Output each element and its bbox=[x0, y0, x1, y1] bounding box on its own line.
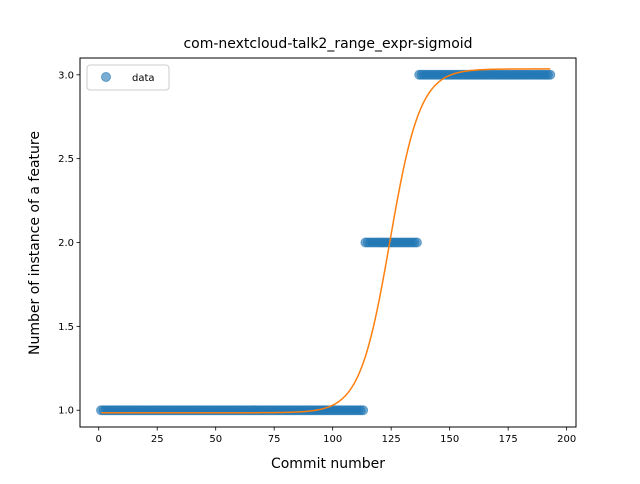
x-tick-label: 75 bbox=[268, 434, 281, 445]
x-tick-label: 125 bbox=[382, 434, 401, 445]
x-tick-label: 175 bbox=[499, 434, 518, 445]
data-point bbox=[411, 237, 422, 248]
legend-marker-data bbox=[101, 72, 111, 82]
y-tick-label: 1.0 bbox=[58, 406, 74, 417]
x-tick-label: 0 bbox=[96, 434, 102, 445]
data-point bbox=[545, 69, 556, 80]
legend-label-data: data bbox=[132, 73, 155, 84]
y-tick-label: 3.0 bbox=[58, 70, 74, 81]
y-tick-label: 1.5 bbox=[58, 322, 74, 333]
axes-frame bbox=[79, 57, 577, 428]
x-tick-label: 100 bbox=[323, 434, 342, 445]
y-tick-label: 2.5 bbox=[58, 154, 74, 165]
y-axis-label: Number of instance of a feature bbox=[27, 131, 43, 355]
x-tick-label: 50 bbox=[209, 434, 222, 445]
legend-box bbox=[86, 64, 170, 91]
y-axis-ticks: 1.0 1.5 2.0 2.5 3.0 bbox=[58, 70, 80, 417]
x-axis-ticks: 0 25 50 75 100 125 150 175 200 bbox=[96, 427, 576, 445]
chart-title: com-nextcloud-talk2_range_expr-sigmoid bbox=[183, 36, 472, 52]
x-tick-label: 25 bbox=[151, 434, 164, 445]
x-axis-label: Commit number bbox=[271, 456, 385, 472]
legend: data bbox=[86, 64, 170, 91]
x-tick-label: 200 bbox=[557, 434, 576, 445]
x-tick-label: 150 bbox=[440, 434, 459, 445]
sigmoid-fit-line bbox=[101, 68, 551, 414]
plot-area bbox=[96, 68, 556, 416]
y-tick-label: 2.0 bbox=[58, 238, 74, 249]
data-point bbox=[358, 405, 369, 416]
